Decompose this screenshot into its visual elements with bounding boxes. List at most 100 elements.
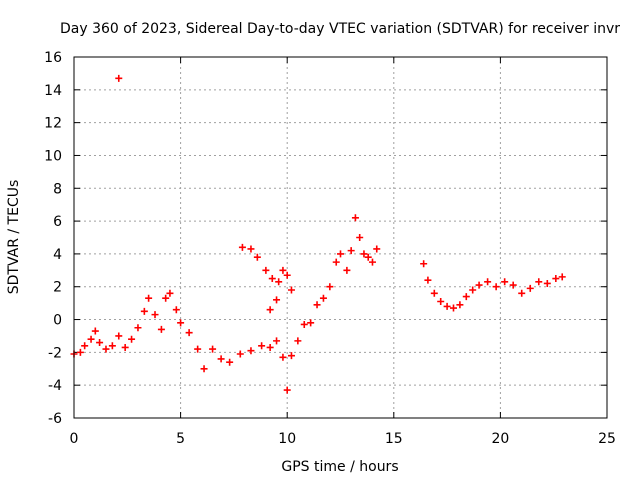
data-point	[151, 311, 159, 319]
data-point	[368, 258, 376, 266]
data-point	[326, 283, 334, 291]
data-point	[287, 286, 295, 294]
data-point	[475, 281, 483, 289]
data-point	[217, 355, 225, 363]
chart-title: Day 360 of 2023, Sidereal Day-to-day VTE…	[60, 21, 620, 37]
data-point	[337, 250, 344, 258]
data-point	[194, 345, 202, 353]
data-point	[76, 348, 84, 356]
data-point	[115, 332, 123, 340]
y-tick-label: -2	[48, 345, 62, 361]
data-point	[273, 337, 281, 345]
data-point	[185, 329, 193, 337]
data-point	[200, 365, 208, 373]
data-point	[443, 302, 451, 310]
y-tick-label: 6	[53, 214, 62, 230]
x-tick-label: 0	[70, 431, 79, 447]
data-point	[492, 283, 500, 291]
x-tick-label: 15	[385, 431, 403, 447]
y-tick-label: 10	[44, 148, 62, 164]
y-tick-label: 8	[53, 181, 62, 197]
data-point	[258, 342, 266, 350]
data-point	[456, 301, 464, 309]
data-point	[273, 296, 281, 304]
data-point	[236, 350, 244, 358]
data-point	[162, 294, 170, 302]
data-point	[121, 343, 129, 351]
y-axis-label: SDTVAR / TECUs	[6, 180, 22, 295]
data-point	[91, 327, 99, 335]
data-point	[283, 271, 291, 279]
data-point	[238, 243, 246, 251]
data-point	[279, 353, 287, 361]
data-point	[96, 339, 104, 347]
y-tick-label: -4	[48, 378, 62, 394]
data-point	[343, 266, 351, 274]
data-point	[81, 342, 89, 350]
data-point	[300, 320, 308, 328]
data-point	[134, 324, 142, 332]
y-tick-labels: -6 -4 -2 0 2 4 6 8 10 12 14 16	[44, 50, 62, 427]
data-point	[313, 301, 321, 309]
data-point	[128, 335, 136, 343]
data-point	[209, 345, 217, 353]
data-point	[501, 278, 509, 286]
data-point	[279, 266, 287, 274]
data-point	[247, 245, 255, 253]
axis-ticks	[73, 56, 608, 419]
data-point	[226, 358, 234, 366]
data-point	[177, 319, 185, 327]
y-tick-label: 0	[53, 313, 62, 329]
data-point	[247, 347, 255, 355]
data-point	[558, 273, 566, 281]
data-point	[268, 275, 276, 283]
y-tick-label: 2	[53, 280, 62, 296]
data-point	[87, 335, 95, 343]
plot-frame	[73, 56, 608, 419]
data-point	[484, 278, 492, 286]
data-point	[332, 258, 340, 266]
data-point	[266, 306, 274, 314]
data-point	[262, 266, 270, 274]
data-point	[275, 278, 283, 286]
x-tick-labels: 0 5 10 15 20 25	[70, 431, 616, 447]
data-point	[287, 352, 295, 360]
data-point	[364, 253, 372, 261]
data-point	[437, 297, 445, 305]
data-point	[373, 245, 381, 253]
data-point	[535, 278, 543, 286]
data-point	[266, 343, 274, 351]
x-tick-label: 20	[491, 431, 509, 447]
data-point	[319, 294, 327, 302]
y-tick-label: 12	[44, 116, 62, 132]
data-point	[140, 307, 148, 315]
data-point	[172, 306, 180, 314]
data-point	[420, 260, 428, 268]
data-point	[552, 275, 560, 283]
data-point	[115, 74, 123, 82]
data-point	[430, 289, 438, 297]
data-points	[70, 74, 566, 394]
data-point	[518, 289, 526, 297]
data-point	[462, 293, 470, 301]
x-tick-label: 25	[598, 431, 616, 447]
data-point	[509, 281, 517, 289]
data-point	[449, 304, 457, 312]
data-point	[157, 325, 165, 333]
data-point	[347, 247, 355, 255]
data-point	[108, 342, 116, 350]
y-tick-label: 4	[53, 247, 62, 263]
data-point	[351, 214, 359, 222]
data-point	[102, 345, 110, 353]
data-point	[356, 234, 364, 241]
data-point	[294, 337, 302, 345]
data-point	[145, 294, 153, 302]
data-point	[469, 286, 477, 294]
data-point	[166, 289, 174, 297]
y-tick-label: 16	[44, 50, 62, 66]
data-point	[543, 279, 551, 287]
data-point	[424, 276, 432, 284]
data-point	[360, 250, 368, 258]
x-tick-label: 10	[278, 431, 296, 447]
